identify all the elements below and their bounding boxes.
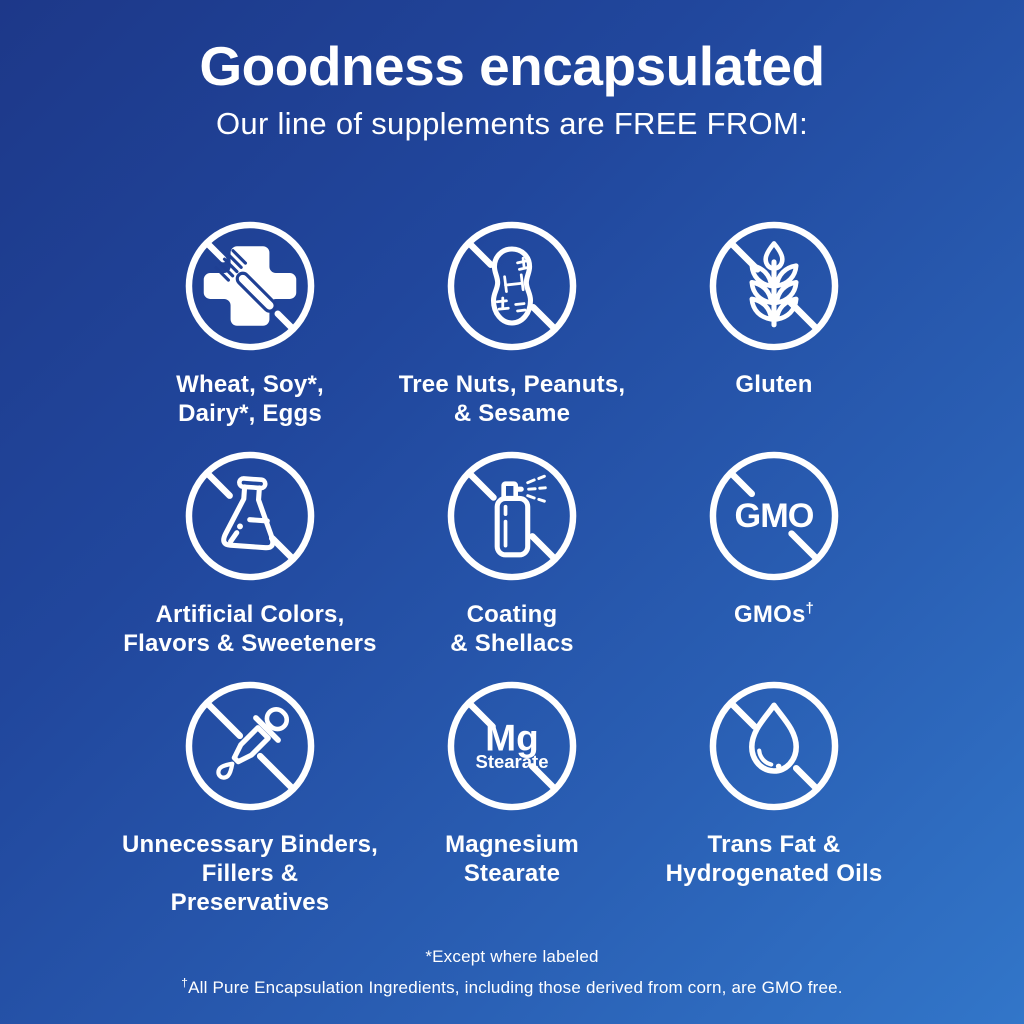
- stearate-icon-text: Stearate: [475, 751, 548, 772]
- no-magnesium-stearate-icon: Mg Stearate: [447, 681, 577, 811]
- page-subtitle: Our line of supplements are FREE FROM:: [216, 106, 808, 141]
- fork-cutout: [214, 249, 277, 313]
- no-binders-fillers-preservatives-icon: [185, 681, 315, 811]
- footnotes: *Except where labeled †All Pure Encapsul…: [0, 941, 1024, 1003]
- no-gmo-icon: GMO: [709, 451, 839, 581]
- footnote-gmo-free: †All Pure Encapsulation Ingredients, inc…: [181, 975, 843, 997]
- free-from-item-gluten: Gluten: [700, 212, 848, 428]
- no-trans-fat-hydrogenated-oils-icon: [709, 681, 839, 811]
- no-wheat-soy-dairy-eggs-icon: [185, 221, 315, 351]
- item-label: Tree Nuts, Peanuts, & Sesame: [398, 371, 626, 427]
- footnote-except-where-labeled: *Except where labeled: [425, 947, 599, 966]
- free-from-item-coating-shellacs: Coating & Shellacs: [438, 442, 586, 658]
- dagger-marker: †: [181, 975, 189, 990]
- item-label: Magnesium Stearate: [445, 831, 579, 887]
- free-from-grid: Wheat, Soy*, Dairy*, Eggs Tree Nuts, Pea…: [119, 212, 905, 917]
- mg-icon-text: Mg: [485, 718, 538, 759]
- free-from-item-wheat-soy-dairy-eggs: Wheat, Soy*, Dairy*, Eggs: [176, 212, 324, 428]
- free-from-item-magnesium-stearate: Mg Stearate Magnesium Stearate: [438, 672, 586, 917]
- item-label: Coating & Shellacs: [450, 601, 574, 657]
- no-gluten-icon: [709, 221, 839, 351]
- gmo-icon-text: GMO: [735, 497, 814, 535]
- free-from-item-gmos: GMO GMOs†: [700, 442, 848, 658]
- page-title: Goodness encapsulated: [199, 35, 825, 97]
- free-from-item-trans-fat-hydrogenated-oils: Trans Fat & Hydrogenated Oils: [666, 672, 883, 917]
- item-label: GMOs†: [734, 601, 814, 628]
- item-label: Trans Fat & Hydrogenated Oils: [665, 831, 883, 887]
- free-from-item-binders-fillers-preservatives: Unnecessary Binders, Fillers & Preservat…: [119, 672, 381, 917]
- free-from-item-artificial-colors-flavors-sweeteners: Artificial Colors, Flavors & Sweeteners: [123, 442, 377, 658]
- header: Goodness encapsulated Our line of supple…: [0, 36, 1024, 142]
- dagger-marker: †: [805, 601, 814, 617]
- no-artificial-colors-flavors-sweeteners-icon: [185, 451, 315, 581]
- no-coating-shellacs-icon: [447, 451, 577, 581]
- item-label: Unnecessary Binders, Fillers & Preservat…: [121, 831, 379, 916]
- item-label: Wheat, Soy*, Dairy*, Eggs: [176, 371, 324, 427]
- free-from-item-tree-nuts-peanuts-sesame: Tree Nuts, Peanuts, & Sesame: [399, 212, 626, 428]
- item-label: Gluten: [735, 371, 813, 398]
- no-tree-nuts-peanuts-sesame-icon: [447, 221, 577, 351]
- item-label: Artificial Colors, Flavors & Sweeteners: [123, 601, 377, 657]
- dropper-glyph: [216, 706, 290, 780]
